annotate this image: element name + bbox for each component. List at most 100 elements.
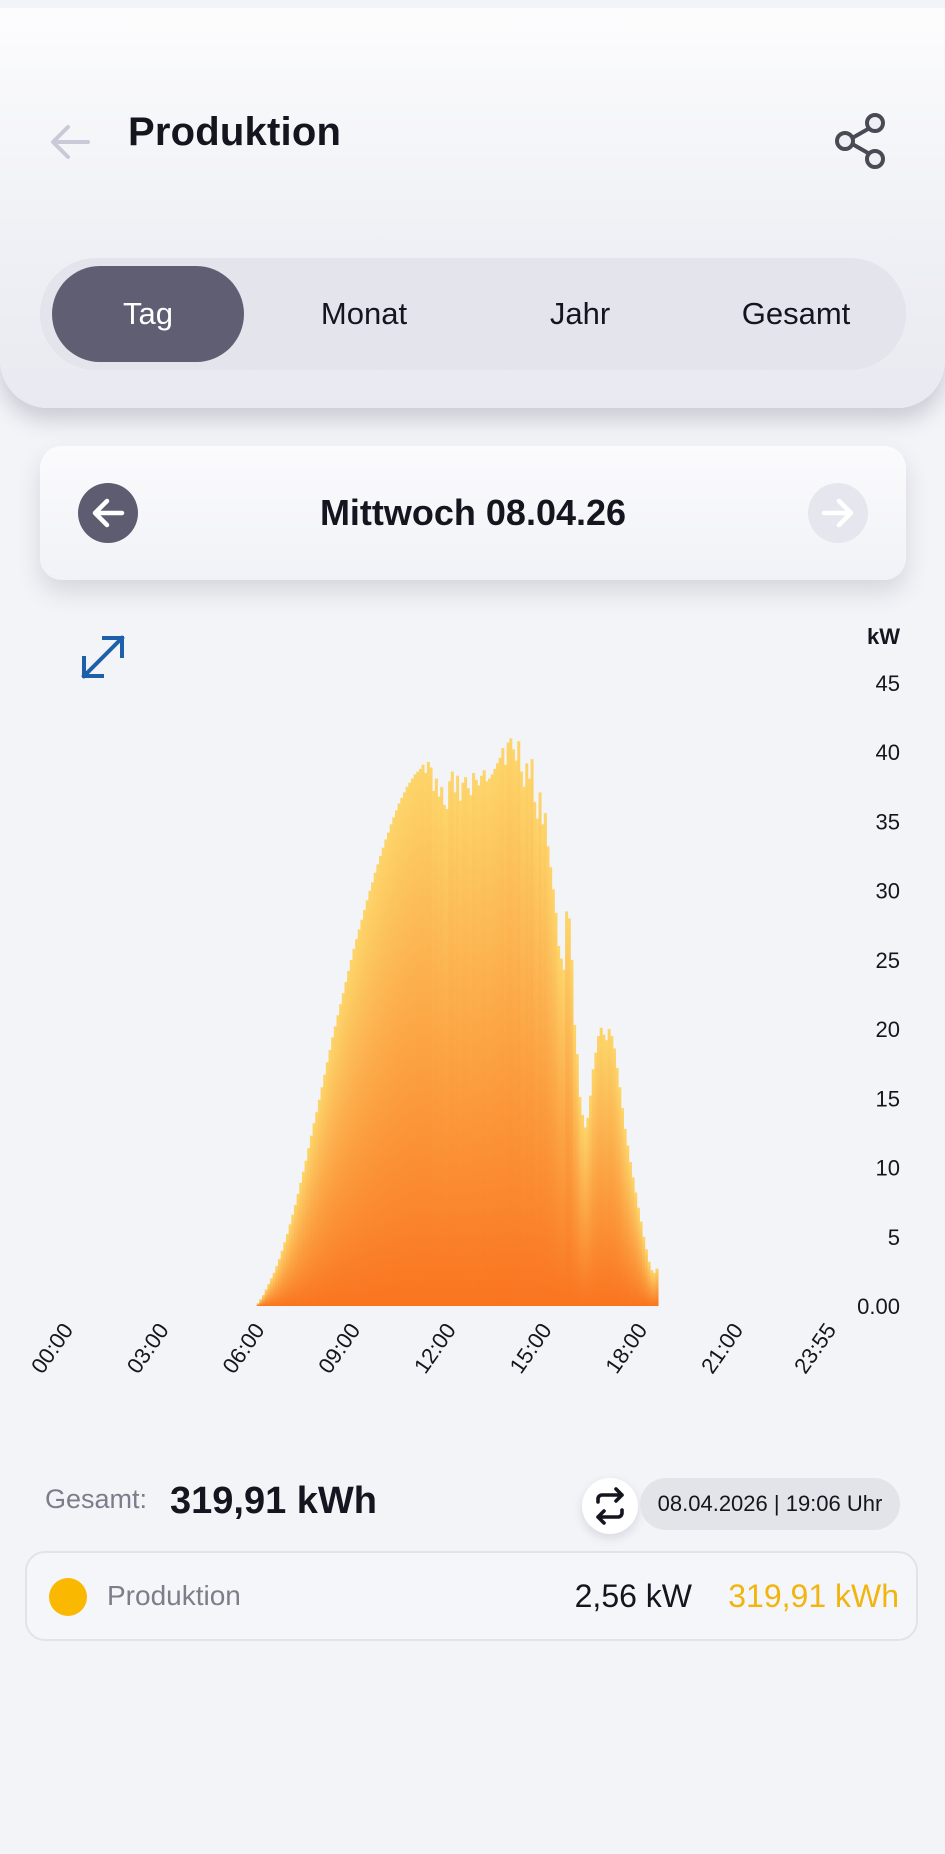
chart-bar	[267, 1283, 271, 1306]
x-tick-label: 23:55	[789, 1319, 841, 1378]
x-axis: 00:00 03:00 06:00 09:00 12:00 15:00 18:00 21:00…	[26, 1319, 841, 1378]
chart-bar	[474, 779, 478, 1306]
chart-bars	[256, 738, 659, 1306]
chart-bar	[530, 759, 534, 1306]
expand-chart-button[interactable]	[78, 632, 128, 682]
chart-bar	[304, 1160, 308, 1306]
chart-bar	[408, 782, 412, 1306]
chart-bar	[636, 1207, 640, 1306]
previous-day-button[interactable]	[78, 483, 138, 543]
tab-monat[interactable]: Monat	[320, 296, 408, 331]
chart-bar	[642, 1236, 646, 1306]
y-tick-label: 25	[876, 948, 900, 973]
chart-bar	[365, 900, 369, 1306]
chart-bar	[605, 1040, 609, 1306]
chart-bar	[315, 1112, 319, 1306]
y-tick-label: 45	[876, 671, 900, 696]
chart-bar	[371, 882, 375, 1306]
y-tick-label: 10	[876, 1156, 900, 1181]
chart-bar	[551, 889, 555, 1306]
share-button[interactable]	[828, 108, 894, 174]
y-tick-label: 35	[876, 809, 900, 834]
chart-bar	[589, 1095, 593, 1306]
chart-bar	[482, 770, 486, 1306]
chart-bar	[373, 872, 377, 1306]
chart-bar	[387, 832, 391, 1306]
tab-gesamt[interactable]: Gesamt	[741, 296, 851, 331]
legend-current-power: 2,56 kW	[574, 1577, 692, 1614]
y-tick-label: 5	[888, 1225, 900, 1250]
tab-jahr[interactable]: Jahr	[549, 296, 611, 331]
app-header: Produktion Tag Monat Jahr Gesamt	[0, 0, 945, 408]
x-tick-label: 21:00	[696, 1319, 748, 1378]
chart-bar	[490, 774, 494, 1306]
chart-bar	[352, 948, 356, 1306]
chart-bar	[309, 1135, 313, 1306]
arrow-left-circle-icon	[92, 498, 125, 528]
chart-bar	[493, 768, 497, 1306]
chart-bar	[591, 1069, 595, 1306]
chart-bar	[565, 911, 569, 1306]
chart-bar	[339, 1004, 343, 1306]
chart-bar	[450, 771, 454, 1306]
chart-bar	[583, 1127, 587, 1306]
chart-bar	[317, 1099, 321, 1306]
x-tick-label: 15:00	[505, 1319, 557, 1378]
chart-bar	[612, 1048, 616, 1306]
x-tick-label: 12:00	[409, 1319, 461, 1378]
chart-bar	[293, 1204, 297, 1306]
chart-bar	[594, 1052, 598, 1306]
chart-bar	[543, 813, 547, 1306]
chart-bar	[527, 778, 531, 1306]
chart-bar	[288, 1224, 292, 1306]
chart-bar	[389, 824, 393, 1306]
chart-bar	[349, 959, 353, 1306]
chart-bar	[472, 772, 476, 1306]
chart-bar	[639, 1221, 643, 1306]
chart-bar	[275, 1265, 279, 1306]
chart-bar	[562, 969, 566, 1306]
chart-bar	[394, 810, 398, 1306]
chart-bar	[424, 772, 428, 1306]
chart-bar	[429, 767, 433, 1306]
legend-energy-total: 319,91 kWh	[728, 1577, 899, 1614]
chart-bar	[376, 864, 380, 1306]
chart-bar	[480, 775, 484, 1306]
chart-bar	[506, 742, 510, 1306]
refresh-swap-icon	[596, 1487, 624, 1525]
tab-tag[interactable]: Tag	[52, 266, 244, 362]
chart-bar	[402, 792, 406, 1306]
chart-bar	[312, 1123, 316, 1306]
x-tick-label: 06:00	[217, 1319, 269, 1378]
chart-bar	[525, 763, 529, 1306]
chart-bar	[448, 781, 452, 1306]
share-icon	[835, 113, 885, 169]
chart-bar	[270, 1278, 274, 1306]
chart-bar	[264, 1289, 268, 1306]
chart-bar	[283, 1242, 287, 1306]
chart-bar	[259, 1299, 263, 1306]
y-tick-label: 0.00	[857, 1294, 900, 1319]
chart-bar	[650, 1270, 654, 1306]
x-tick-label: 00:00	[26, 1319, 78, 1378]
refresh-button[interactable]	[582, 1478, 638, 1534]
chart-bar	[628, 1162, 632, 1306]
chart-bar	[278, 1258, 282, 1306]
chart-bar	[644, 1249, 648, 1306]
chart-bar	[256, 1303, 260, 1306]
last-update-timestamp: 08.04.2026 | 19:06 Uhr	[640, 1478, 900, 1530]
chart-bar	[602, 1034, 606, 1306]
legend-row[interactable]: Produktion 2,56 kW 319,91 kWh	[25, 1551, 918, 1641]
chart-bar	[610, 1036, 614, 1306]
next-day-button[interactable]	[808, 483, 868, 543]
chart-bar	[440, 786, 444, 1306]
chart-bar	[405, 786, 409, 1306]
chart-bar	[503, 764, 507, 1306]
back-button[interactable]	[44, 114, 100, 170]
chart-bar	[331, 1037, 335, 1306]
chart-bar	[559, 958, 563, 1306]
chart-bar	[533, 802, 537, 1306]
date-label: Mittwoch 08.04.26	[319, 492, 627, 533]
chart-bar	[262, 1294, 266, 1306]
